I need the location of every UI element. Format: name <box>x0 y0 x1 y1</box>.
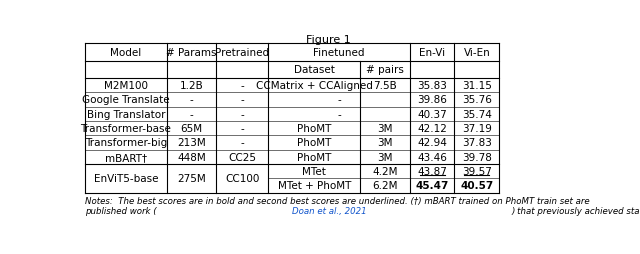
Text: -: - <box>337 109 341 119</box>
Text: published work (: published work ( <box>85 207 157 215</box>
Text: 213M: 213M <box>177 138 206 148</box>
Text: Transformer-base: Transformer-base <box>81 124 172 134</box>
Text: Google Translate: Google Translate <box>82 95 170 105</box>
Text: 35.76: 35.76 <box>462 95 492 105</box>
Text: Doan et al., 2021: Doan et al., 2021 <box>292 207 366 215</box>
Text: 39.86: 39.86 <box>417 95 447 105</box>
Text: 43.46: 43.46 <box>417 152 447 162</box>
Text: Bing Translator: Bing Translator <box>86 109 165 119</box>
Text: -: - <box>241 95 244 105</box>
Text: -: - <box>241 124 244 134</box>
Text: CC100: CC100 <box>225 173 260 183</box>
Text: 42.12: 42.12 <box>417 124 447 134</box>
Text: Pretrained: Pretrained <box>216 48 269 58</box>
Text: -: - <box>241 81 244 91</box>
Text: 40.57: 40.57 <box>460 181 493 191</box>
Text: 3M: 3M <box>378 138 393 148</box>
Text: En-Vi: En-Vi <box>419 48 445 58</box>
Text: Dataset: Dataset <box>294 65 335 75</box>
Text: PhoMT: PhoMT <box>297 152 332 162</box>
Text: # Params: # Params <box>166 48 217 58</box>
Text: Finetuned: Finetuned <box>314 48 365 58</box>
Text: 7.5B: 7.5B <box>373 81 397 91</box>
Text: 42.94: 42.94 <box>417 138 447 148</box>
Text: # pairs: # pairs <box>366 65 404 75</box>
Text: Transformer-big: Transformer-big <box>84 138 167 148</box>
Text: MTet: MTet <box>303 166 326 176</box>
Text: 1.2B: 1.2B <box>180 81 204 91</box>
Text: -: - <box>189 109 193 119</box>
Text: -: - <box>189 95 193 105</box>
Text: 275M: 275M <box>177 173 206 183</box>
Text: 45.47: 45.47 <box>415 181 449 191</box>
Text: 65M: 65M <box>180 124 203 134</box>
Text: CCMatrix + CCAligned: CCMatrix + CCAligned <box>256 81 372 91</box>
Text: 40.37: 40.37 <box>417 109 447 119</box>
Text: MTet + PhoMT: MTet + PhoMT <box>278 181 351 191</box>
Text: M2M100: M2M100 <box>104 81 148 91</box>
Text: EnViT5-base: EnViT5-base <box>93 173 158 183</box>
Text: -: - <box>337 95 341 105</box>
Text: 3M: 3M <box>378 124 393 134</box>
Text: 448M: 448M <box>177 152 206 162</box>
Text: Notes:  The best scores are in bold and second best scores are underlined. (†) m: Notes: The best scores are in bold and s… <box>85 197 589 206</box>
Text: Vi-En: Vi-En <box>463 48 490 58</box>
Text: CC25: CC25 <box>228 152 257 162</box>
Text: 35.74: 35.74 <box>462 109 492 119</box>
Text: PhoMT: PhoMT <box>297 124 332 134</box>
Text: 43.87: 43.87 <box>417 166 447 176</box>
Text: 35.83: 35.83 <box>417 81 447 91</box>
Text: 39.78: 39.78 <box>462 152 492 162</box>
Text: 39.57: 39.57 <box>462 166 492 176</box>
Text: Figure 1: Figure 1 <box>306 34 350 44</box>
Text: Model: Model <box>110 48 141 58</box>
Text: PhoMT: PhoMT <box>297 138 332 148</box>
Text: 31.15: 31.15 <box>462 81 492 91</box>
Text: 4.2M: 4.2M <box>372 166 398 176</box>
Text: 6.2M: 6.2M <box>372 181 398 191</box>
Text: mBART†: mBART† <box>105 152 147 162</box>
Text: 37.19: 37.19 <box>462 124 492 134</box>
Text: ) that previously achieved state-of-the-art results on English-Vietnamese transl: ) that previously achieved state-of-the-… <box>511 207 640 215</box>
Text: -: - <box>241 109 244 119</box>
Text: -: - <box>241 138 244 148</box>
Text: 3M: 3M <box>378 152 393 162</box>
Text: 37.83: 37.83 <box>462 138 492 148</box>
